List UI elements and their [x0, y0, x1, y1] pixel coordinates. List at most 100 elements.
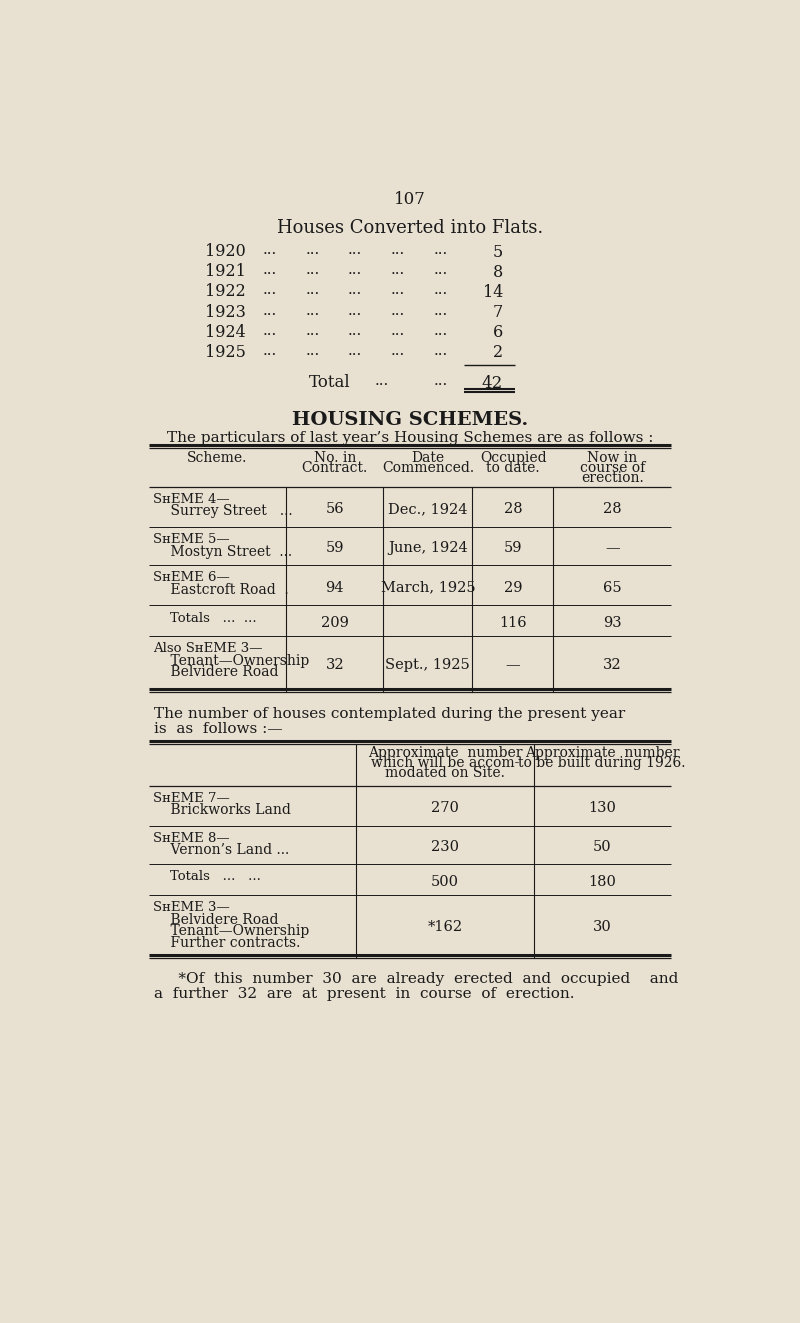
- Text: ...: ...: [348, 344, 362, 357]
- Text: Vernon’s Land ...: Vernon’s Land ...: [154, 843, 290, 857]
- Text: 59: 59: [504, 541, 522, 556]
- Text: 94: 94: [326, 581, 344, 595]
- Text: 32: 32: [326, 658, 344, 672]
- Text: 2: 2: [493, 344, 503, 361]
- Text: ...: ...: [434, 344, 447, 357]
- Text: Further contracts.: Further contracts.: [154, 935, 301, 950]
- Text: ...: ...: [390, 263, 405, 278]
- Text: ...: ...: [434, 303, 447, 318]
- Text: SʜEME 6—: SʜEME 6—: [154, 572, 230, 585]
- Text: March, 1925: March, 1925: [381, 581, 475, 595]
- Text: Commenced.: Commenced.: [382, 462, 474, 475]
- Text: ...: ...: [306, 243, 320, 258]
- Text: HOUSING SCHEMES.: HOUSING SCHEMES.: [292, 411, 528, 430]
- Text: 230: 230: [431, 840, 459, 855]
- Text: 93: 93: [603, 617, 622, 630]
- Text: 7: 7: [493, 304, 503, 321]
- Text: ...: ...: [348, 283, 362, 298]
- Text: Eastcroft Road  .: Eastcroft Road .: [154, 583, 290, 597]
- Text: Approximate  number: Approximate number: [525, 745, 679, 759]
- Text: *162: *162: [427, 921, 462, 934]
- Text: SʜEME 7—: SʜEME 7—: [154, 791, 230, 804]
- Text: Occupied: Occupied: [480, 451, 546, 466]
- Text: ...: ...: [262, 344, 277, 357]
- Text: to date.: to date.: [486, 462, 540, 475]
- Text: 32: 32: [603, 658, 622, 672]
- Text: to be built during 1926.: to be built during 1926.: [518, 755, 686, 770]
- Text: ...: ...: [434, 283, 447, 298]
- Text: ...: ...: [390, 243, 405, 258]
- Text: 107: 107: [394, 191, 426, 208]
- Text: is  as  follows :—: is as follows :—: [154, 721, 283, 736]
- Text: 29: 29: [504, 581, 522, 595]
- Text: ...: ...: [390, 303, 405, 318]
- Text: ...: ...: [262, 303, 277, 318]
- Text: ...: ...: [390, 344, 405, 357]
- Text: 28: 28: [504, 503, 522, 516]
- Text: 1920: 1920: [205, 243, 246, 261]
- Text: Belvidere Road: Belvidere Road: [154, 913, 279, 926]
- Text: 1925: 1925: [205, 344, 246, 361]
- Text: Totals   ...   ...: Totals ... ...: [154, 871, 262, 884]
- Text: 30: 30: [593, 921, 611, 934]
- Text: The particulars of last year’s Housing Schemes are as follows :: The particulars of last year’s Housing S…: [166, 431, 654, 446]
- Text: 14: 14: [482, 284, 503, 302]
- Text: modated on Site.: modated on Site.: [385, 766, 505, 779]
- Text: 8: 8: [493, 265, 503, 282]
- Text: *Of  this  number  30  are  already  erected  and  occupied    and: *Of this number 30 are already erected a…: [154, 972, 678, 986]
- Text: Contract.: Contract.: [302, 462, 368, 475]
- Text: Tenant—Ownership: Tenant—Ownership: [154, 925, 310, 938]
- Text: SʜEME 3—: SʜEME 3—: [154, 901, 230, 914]
- Text: ...: ...: [262, 324, 277, 337]
- Text: ...: ...: [348, 243, 362, 258]
- Text: 1922: 1922: [205, 283, 246, 300]
- Text: 28: 28: [603, 503, 622, 516]
- Text: 500: 500: [431, 875, 459, 889]
- Text: 130: 130: [588, 800, 616, 815]
- Text: a  further  32  are  at  present  in  course  of  erection.: a further 32 are at present in course of…: [154, 987, 574, 1000]
- Text: —: —: [506, 658, 520, 672]
- Text: —: —: [605, 541, 619, 556]
- Text: ...: ...: [306, 283, 320, 298]
- Text: 65: 65: [603, 581, 622, 595]
- Text: 270: 270: [431, 800, 459, 815]
- Text: ...: ...: [262, 263, 277, 278]
- Text: The number of houses contemplated during the present year: The number of houses contemplated during…: [154, 706, 626, 721]
- Text: 1923: 1923: [205, 303, 246, 320]
- Text: ...: ...: [306, 324, 320, 337]
- Text: Sept., 1925: Sept., 1925: [386, 658, 470, 672]
- Text: ...: ...: [348, 324, 362, 337]
- Text: which will be accom-: which will be accom-: [370, 755, 519, 770]
- Text: 5: 5: [493, 245, 503, 261]
- Text: Date: Date: [411, 451, 444, 466]
- Text: ...: ...: [434, 263, 447, 278]
- Text: ...: ...: [375, 374, 390, 389]
- Text: 50: 50: [593, 840, 611, 855]
- Text: 1921: 1921: [205, 263, 246, 280]
- Text: ...: ...: [306, 263, 320, 278]
- Text: ...: ...: [262, 243, 277, 258]
- Text: ...: ...: [434, 374, 447, 389]
- Text: Total: Total: [310, 374, 351, 392]
- Text: Approximate  number: Approximate number: [368, 745, 522, 759]
- Text: Now in: Now in: [587, 451, 638, 466]
- Text: ...: ...: [348, 263, 362, 278]
- Text: 6: 6: [493, 324, 503, 341]
- Text: Brickworks Land: Brickworks Land: [154, 803, 291, 818]
- Text: Dec., 1924: Dec., 1924: [388, 503, 467, 516]
- Text: No. in: No. in: [314, 451, 356, 466]
- Text: 209: 209: [321, 617, 349, 630]
- Text: ...: ...: [434, 324, 447, 337]
- Text: course of: course of: [580, 462, 645, 475]
- Text: 1924: 1924: [205, 324, 246, 340]
- Text: Mostyn Street  ...: Mostyn Street ...: [154, 545, 293, 558]
- Text: 42: 42: [482, 376, 503, 392]
- Text: 56: 56: [326, 503, 344, 516]
- Text: SʜEME 4—: SʜEME 4—: [154, 493, 230, 505]
- Text: ...: ...: [306, 303, 320, 318]
- Text: Houses Converted into Flats.: Houses Converted into Flats.: [277, 218, 543, 237]
- Text: June, 1924: June, 1924: [388, 541, 468, 556]
- Text: SʜEME 5—: SʜEME 5—: [154, 533, 230, 546]
- Text: 59: 59: [326, 541, 344, 556]
- Text: erection.: erection.: [581, 471, 644, 486]
